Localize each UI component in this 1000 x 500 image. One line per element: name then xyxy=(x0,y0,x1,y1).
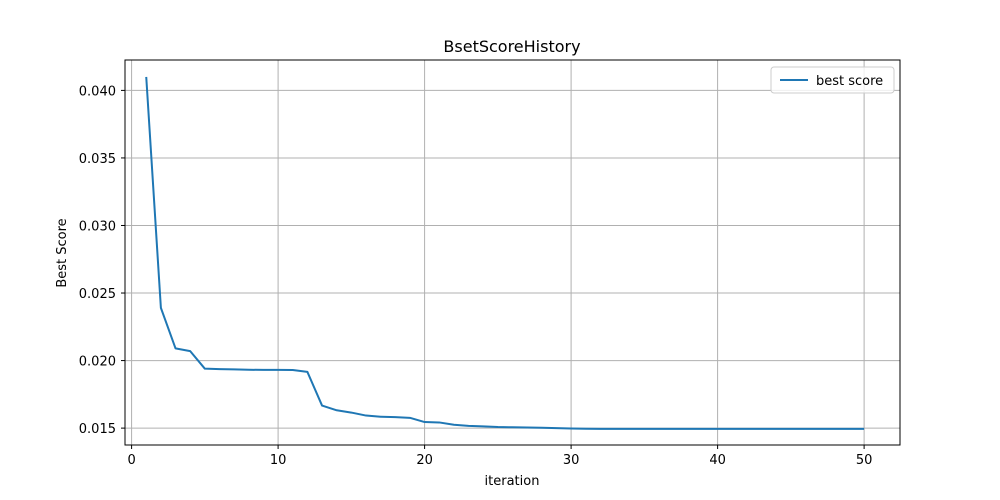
grid xyxy=(125,60,900,445)
legend-label: best score xyxy=(816,74,883,89)
x-tick-label: 30 xyxy=(563,453,580,468)
y-tick-label: 0.030 xyxy=(79,219,116,234)
x-axis-label: iteration xyxy=(485,474,540,489)
x-tick-label: 10 xyxy=(270,453,287,468)
x-tick-label: 0 xyxy=(127,453,135,468)
y-tick-label: 0.020 xyxy=(79,355,116,370)
x-axis: 0 10 20 30 40 50 xyxy=(127,445,872,468)
y-axis: 0.015 0.020 0.025 0.030 0.035 0.040 xyxy=(79,84,125,437)
y-tick-label: 0.040 xyxy=(79,84,116,99)
series-line-best-score xyxy=(145,76,865,430)
plot-area xyxy=(145,76,865,430)
axes-frame xyxy=(124,59,901,446)
y-axis-label: Best Score xyxy=(55,218,70,287)
x-tick-label: 40 xyxy=(709,453,726,468)
y-tick-label: 0.015 xyxy=(79,422,116,437)
x-tick-label: 20 xyxy=(416,453,433,468)
chart-title: BsetScoreHistory xyxy=(443,37,580,56)
y-tick-label: 0.035 xyxy=(79,152,116,167)
legend-box xyxy=(770,66,895,94)
legend: best score xyxy=(770,66,895,94)
y-tick-label: 0.025 xyxy=(79,287,116,302)
x-tick-label: 50 xyxy=(856,453,873,468)
